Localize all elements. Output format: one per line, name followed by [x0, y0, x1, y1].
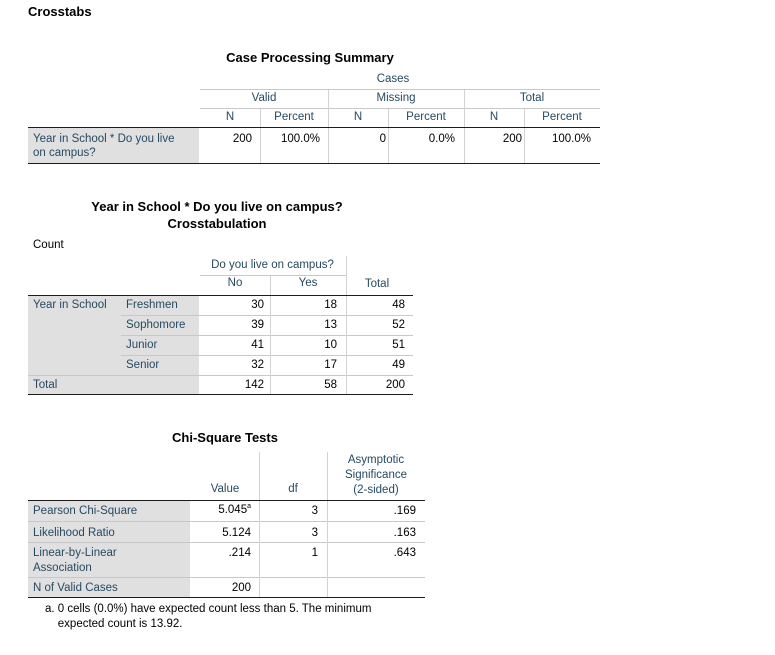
- senior-no: 32: [251, 359, 264, 371]
- pearson-sig: .169: [393, 505, 416, 517]
- total-n-header: N: [489, 111, 499, 123]
- col-yes-header: Yes: [298, 277, 318, 289]
- linear-sig: .643: [393, 547, 416, 559]
- sophomore-total: 52: [392, 319, 405, 331]
- valid-n-header: N: [225, 111, 235, 123]
- likelihood-df: 3: [311, 527, 318, 539]
- total-total: 200: [385, 379, 405, 391]
- row-label-senior: Senior: [126, 359, 160, 371]
- likelihood-ratio-label: Likelihood Ratio: [33, 527, 115, 539]
- total-yes: 58: [324, 379, 337, 391]
- campus-group-header: Do you live on campus?: [211, 259, 334, 271]
- chi-square-title: Chi-Square Tests: [172, 430, 278, 445]
- junior-no: 41: [251, 339, 264, 351]
- case-processing-summary-title: Case Processing Summary: [226, 50, 394, 65]
- freshmen-yes: 18: [324, 299, 337, 311]
- pearson-df: 3: [311, 505, 318, 517]
- cases-header: Cases: [376, 73, 410, 85]
- junior-total: 51: [392, 339, 405, 351]
- valid-percent-value: 100.0%: [280, 133, 320, 145]
- col-no-header: No: [227, 277, 243, 289]
- missing-percent-header: Percent: [406, 111, 446, 123]
- count-label: Count: [33, 239, 64, 251]
- total-percent-value: 100.0%: [551, 133, 591, 145]
- senior-yes: 17: [324, 359, 337, 371]
- missing-header: Missing: [376, 92, 416, 104]
- total-header: Total: [519, 92, 545, 104]
- n-valid-cases-label: N of Valid Cases: [33, 582, 118, 594]
- chi-square-footnote: a. 0 cells (0.0%) have expected count le…: [45, 603, 372, 630]
- linear-df: 1: [311, 547, 318, 559]
- n-valid-cases-value: 200: [231, 582, 251, 594]
- valid-n-value: 200: [232, 133, 252, 145]
- footnote-a-marker: a: [247, 503, 251, 511]
- linear-by-linear-label: Linear-by-Linear Association: [33, 547, 117, 574]
- likelihood-sig: .163: [393, 527, 416, 539]
- missing-percent-value: 0.0%: [428, 133, 455, 145]
- junior-yes: 10: [324, 339, 337, 351]
- valid-percent-header: Percent: [274, 111, 314, 123]
- row-group-label: Year in School: [33, 299, 107, 311]
- freshmen-total: 48: [392, 299, 405, 311]
- senior-total: 49: [392, 359, 405, 371]
- total-percent-header: Percent: [542, 111, 582, 123]
- sophomore-no: 39: [251, 319, 264, 331]
- valid-header: Valid: [251, 92, 277, 104]
- row-label-sophomore: Sophomore: [126, 319, 186, 331]
- linear-value: .214: [228, 547, 251, 559]
- total-n-value: 200: [502, 133, 522, 145]
- row-label-freshmen: Freshmen: [126, 299, 178, 311]
- total-no: 142: [244, 379, 264, 391]
- col-value-header: Value: [210, 483, 240, 495]
- page-title: Crosstabs: [28, 4, 92, 19]
- freshmen-no: 30: [251, 299, 264, 311]
- row-label-junior: Junior: [126, 339, 158, 351]
- total-row-label: Total: [33, 379, 58, 391]
- summary-row-label: Year in School * Do you live on campus?: [33, 133, 175, 159]
- pearson-chi-square-label: Pearson Chi-Square: [33, 505, 138, 517]
- missing-n-value: 0: [379, 133, 386, 145]
- pearson-value: 5.045a: [218, 503, 251, 516]
- crosstabulation-title: Year in School * Do you live on campus? C…: [91, 199, 343, 231]
- col-significance-header: Asymptotic Significance (2-sided): [344, 454, 407, 496]
- col-total-header: Total: [364, 278, 390, 290]
- sophomore-yes: 13: [324, 319, 337, 331]
- likelihood-value: 5.124: [222, 527, 251, 539]
- missing-n-header: N: [353, 111, 363, 123]
- col-df-header: df: [288, 483, 298, 495]
